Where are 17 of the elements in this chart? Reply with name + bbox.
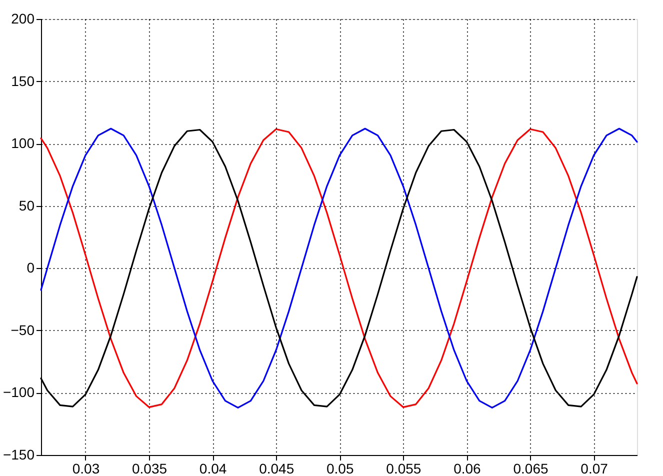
y-tick-label: 0 <box>26 260 35 276</box>
x-tick-label: 0.05 <box>326 460 354 476</box>
y-tick-label: 100 <box>11 135 35 152</box>
y-tick-label: −150 <box>2 446 35 462</box>
y-tick-label: 50 <box>18 197 35 214</box>
x-tick-label: 0.04 <box>199 460 227 476</box>
x-tick-label: 0.07 <box>580 460 608 476</box>
x-tick-label: 0.03 <box>72 460 100 476</box>
x-tick-label: 0.035 <box>132 460 168 476</box>
y-tick-label: 200 <box>11 10 35 26</box>
x-tick-label: 0.055 <box>386 460 422 476</box>
y-tick-label: 150 <box>11 72 35 89</box>
x-tick-label: 0.045 <box>259 460 294 476</box>
y-tick-label: −50 <box>10 322 35 338</box>
y-tick-label: −100 <box>2 384 35 400</box>
x-tick-label: 0.065 <box>513 460 548 476</box>
x-tick-label: 0.06 <box>454 460 482 476</box>
